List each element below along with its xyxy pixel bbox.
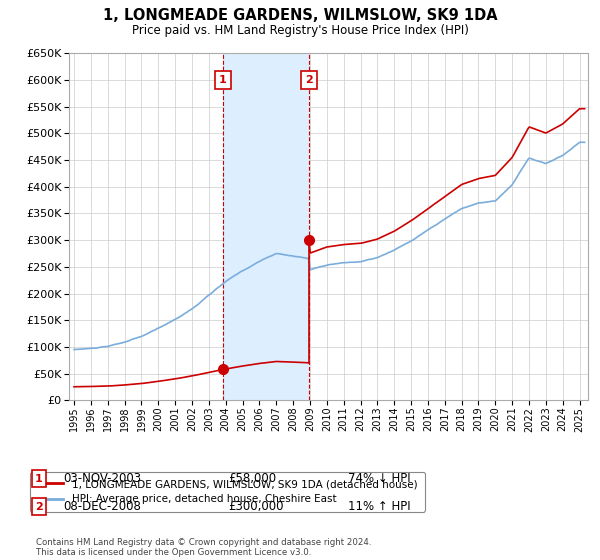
Text: Contains HM Land Registry data © Crown copyright and database right 2024.
This d: Contains HM Land Registry data © Crown c… [36,538,371,557]
Text: £300,000: £300,000 [228,500,284,514]
Legend: 1, LONGMEADE GARDENS, WILMSLOW, SK9 1DA (detached house), HPI: Average price, de: 1, LONGMEADE GARDENS, WILMSLOW, SK9 1DA … [30,472,425,511]
Text: 74% ↓ HPI: 74% ↓ HPI [348,472,410,486]
Text: 2: 2 [35,502,43,512]
Text: 1, LONGMEADE GARDENS, WILMSLOW, SK9 1DA: 1, LONGMEADE GARDENS, WILMSLOW, SK9 1DA [103,8,497,24]
Text: 2: 2 [305,75,313,85]
Text: 1: 1 [219,75,227,85]
Text: 1: 1 [35,474,43,484]
Text: 11% ↑ HPI: 11% ↑ HPI [348,500,410,514]
Text: 08-DEC-2008: 08-DEC-2008 [63,500,141,514]
Text: Price paid vs. HM Land Registry's House Price Index (HPI): Price paid vs. HM Land Registry's House … [131,24,469,36]
Text: 03-NOV-2003: 03-NOV-2003 [63,472,141,486]
Text: £58,000: £58,000 [228,472,276,486]
Bar [223,53,309,400]
